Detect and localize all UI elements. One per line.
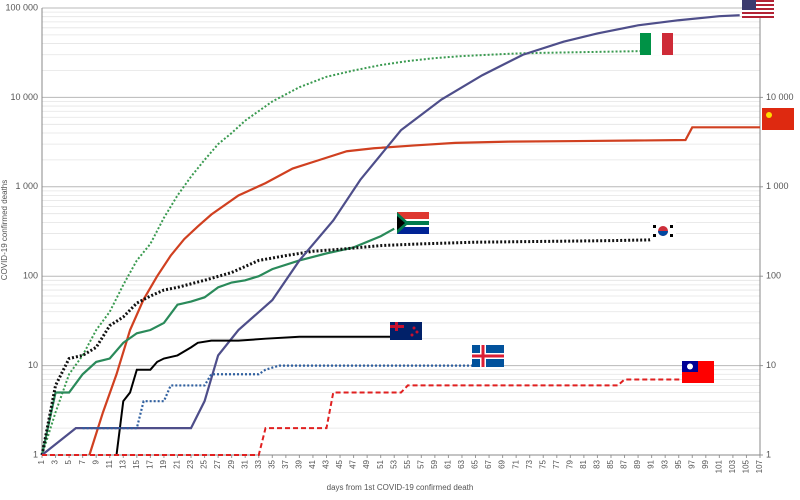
- x-tick-label: 25: [200, 459, 209, 468]
- x-tick-label: 29: [227, 459, 236, 468]
- y2-tick-label: 10: [766, 360, 776, 370]
- y-tick-label: 1 000: [15, 181, 38, 191]
- x-tick-label: 19: [159, 459, 168, 468]
- flag-taiwan: [682, 361, 714, 383]
- x-tick-label: 49: [362, 459, 371, 468]
- x-tick-label: 51: [376, 459, 385, 468]
- flag-south-africa: [397, 212, 429, 234]
- x-tick-label: 55: [403, 459, 412, 468]
- x-tick-label: 57: [416, 459, 425, 468]
- series-line: [41, 50, 645, 456]
- flags: [390, 0, 794, 383]
- y-tick-label: 100 000: [5, 2, 38, 12]
- x-tick-label: 69: [498, 459, 507, 468]
- x-tick-label: 17: [145, 459, 154, 468]
- x-axis-label: days from 1st COVID-19 confirmed death: [327, 483, 474, 492]
- x-tick-label: 27: [213, 459, 222, 468]
- flag-us: [742, 0, 774, 18]
- y-tick-label: 10 000: [10, 92, 38, 102]
- x-tick-label: 47: [349, 459, 358, 468]
- x-tick-label: 31: [240, 459, 249, 468]
- x-tick-label: 101: [714, 459, 723, 473]
- x-tick-label: 77: [552, 459, 561, 468]
- x-tick-label: 5: [64, 459, 73, 464]
- series-line: [40, 227, 395, 456]
- x-tick-label: 103: [728, 459, 737, 473]
- x-tick-label: 89: [633, 459, 642, 468]
- x-tick-label: 3: [51, 459, 60, 464]
- grid: [41, 7, 763, 458]
- x-tick-label: 15: [132, 459, 141, 468]
- x-tick-label: 73: [525, 459, 534, 468]
- series-line: [41, 14, 740, 456]
- series-line: [82, 364, 483, 430]
- x-tick-label: 21: [173, 459, 182, 468]
- flag-south-korea: [650, 222, 676, 240]
- lines: [40, 14, 760, 456]
- x-tick-label: 65: [471, 459, 480, 468]
- x-tick-label: 97: [687, 459, 696, 468]
- x-tick-label: 45: [335, 459, 344, 468]
- x-tick-label: 75: [538, 459, 547, 468]
- flag-italy: [640, 33, 673, 55]
- x-tick-label: 11: [105, 459, 114, 468]
- x-tick-label: 59: [430, 459, 439, 468]
- series-line: [88, 126, 760, 456]
- y2-tick-label: 10 000: [766, 92, 794, 102]
- y2-tick-label: 1: [766, 449, 771, 459]
- x-tick-label: 33: [254, 459, 263, 468]
- y2-tick-label: 100: [766, 271, 781, 281]
- x-tick-label: 7: [78, 459, 87, 464]
- flag-new-zealand: [390, 322, 422, 340]
- flag-china: [762, 108, 794, 130]
- y-tick-label: 100: [23, 271, 38, 281]
- x-tick-label: 61: [444, 459, 453, 468]
- series-line: [115, 335, 395, 456]
- x-tick-label: 107: [755, 459, 764, 473]
- flag-iceland: [472, 345, 504, 367]
- x-tick-label: 95: [674, 459, 683, 468]
- x-tick-label: 41: [308, 459, 317, 468]
- series-line: [42, 378, 686, 456]
- x-tick-label: 35: [267, 459, 276, 468]
- x-tick-label: 53: [389, 459, 398, 468]
- x-tick-label: 83: [593, 459, 602, 468]
- x-tick-label: 9: [91, 459, 100, 464]
- x-tick-label: 87: [620, 459, 629, 468]
- x-tick-label: 71: [511, 459, 520, 468]
- x-tick-label: 99: [701, 459, 710, 468]
- x-tick-label: 63: [457, 459, 466, 468]
- x-tick-label: 13: [118, 459, 127, 468]
- x-tick-label: 79: [565, 459, 574, 468]
- y2-tick-label: 1 000: [766, 181, 789, 191]
- series-line: [40, 238, 652, 456]
- x-tick-label: 91: [647, 459, 656, 468]
- x-tick-label: 23: [186, 459, 195, 468]
- x-tick-label: 93: [660, 459, 669, 468]
- x-tick-label: 39: [295, 459, 304, 468]
- y-tick-label: 10: [28, 360, 38, 370]
- x-tick-label: 1: [37, 459, 46, 464]
- y-tick-label: 1: [33, 449, 38, 459]
- x-tick-label: 85: [606, 459, 615, 468]
- x-tick-label: 81: [579, 459, 588, 468]
- x-tick-label: 105: [742, 459, 751, 473]
- x-tick-label: 37: [281, 459, 290, 468]
- x-tick-label: 43: [322, 459, 331, 468]
- y-axis-label: COVID-19 confirmed deaths: [0, 180, 9, 281]
- x-tick-label: 67: [484, 459, 493, 468]
